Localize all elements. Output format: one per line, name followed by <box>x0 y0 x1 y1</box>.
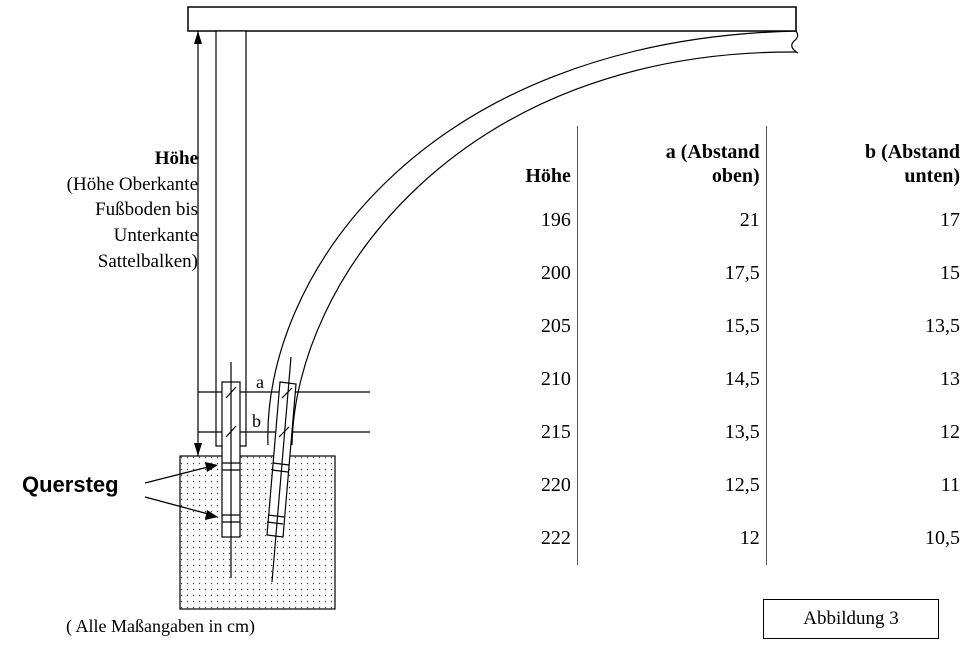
header-a: a (Abstand oben) <box>577 126 767 194</box>
curved-strut-inner <box>291 51 797 446</box>
height-label-block: Höhe (Höhe Oberkante Fußboden bis Unterk… <box>0 146 198 274</box>
right-anchor-rod <box>271 356 292 583</box>
cell-hoehe: 220 <box>494 459 578 512</box>
cell-b: 15 <box>940 262 960 284</box>
foundation-block <box>179 455 336 610</box>
cell-a: 14,5 <box>577 353 767 406</box>
label-b: b <box>252 411 261 431</box>
table-row: 205 15,5 13,5 <box>494 300 970 353</box>
header-hoehe: Höhe <box>494 126 578 194</box>
table-row: 220 12,5 11 <box>494 459 970 512</box>
right-anchor-plate <box>266 381 297 538</box>
quersteg-label: Quersteg <box>22 472 119 497</box>
cell-a: 12,5 <box>577 459 767 512</box>
cell-b: 13,5 <box>925 315 960 337</box>
quersteg-arrow-upper <box>144 465 213 484</box>
height-label-desc-4: Sattelbalken) <box>97 250 198 272</box>
cell-a: 12 <box>577 512 767 565</box>
beam-break-line <box>791 7 799 54</box>
cell-hoehe: 222 <box>494 512 578 565</box>
cell-a: 13,5 <box>577 406 767 459</box>
cell-b: 11 <box>940 474 960 496</box>
height-label-desc-1: (Höhe Oberkante <box>66 173 198 195</box>
cell-a: 15,5 <box>577 300 767 353</box>
cell-hoehe: 200 <box>494 247 578 300</box>
cell-a: 17,5 <box>577 247 767 300</box>
figure-caption-box: Abbildung 3 <box>763 599 939 639</box>
cell-hoehe: 215 <box>494 406 578 459</box>
height-label-title: Höhe <box>154 148 198 169</box>
cell-hoehe: 196 <box>494 194 578 247</box>
cell-b: 17 <box>940 209 960 231</box>
cell-b: 12 <box>940 421 960 443</box>
header-b: b (Abstand unten) <box>864 141 960 187</box>
label-a: a <box>256 372 264 392</box>
cell-a: 21 <box>577 194 767 247</box>
cell-hoehe: 210 <box>494 353 578 406</box>
table-row: 222 12 10,5 <box>494 512 970 565</box>
units-note: ( Alle Maßangaben in cm) <box>66 616 255 636</box>
height-arrow-bottom <box>194 443 202 456</box>
height-arrow-top <box>194 31 202 44</box>
saddle-beam <box>187 6 797 32</box>
cell-b: 10,5 <box>925 527 960 549</box>
table-row: 200 17,5 15 <box>494 247 970 300</box>
table-row: 215 13,5 12 <box>494 406 970 459</box>
dimension-table: Höhe a (Abstand oben) b (Abstand unten) 19… <box>494 126 970 565</box>
height-label-desc-3: Unterkante <box>113 224 198 246</box>
table-row: 196 21 17 <box>494 194 970 247</box>
cell-b: 13 <box>940 368 960 390</box>
table-header-row: Höhe a (Abstand oben) b (Abstand unten) <box>494 126 970 194</box>
cell-hoehe: 205 <box>494 300 578 353</box>
height-label-desc-2: Fußboden bis <box>95 199 198 221</box>
quersteg-arrow-lower <box>144 496 213 516</box>
curved-strut-outer <box>267 30 797 446</box>
table-row: 210 14,5 13 <box>494 353 970 406</box>
